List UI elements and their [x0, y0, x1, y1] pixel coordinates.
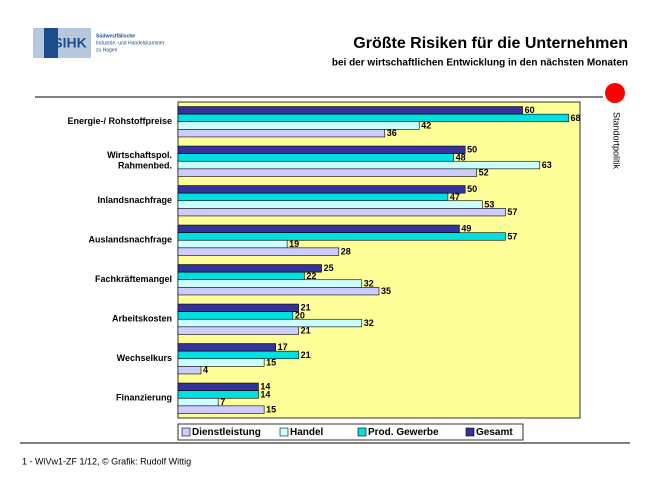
- bar: [177, 200, 483, 209]
- value-label: 25: [324, 263, 334, 273]
- chart-title: Größte Risiken für die Unternehmen: [353, 35, 628, 52]
- value-label: 21: [301, 303, 311, 313]
- value-label: 28: [341, 247, 351, 257]
- bar: [177, 168, 477, 177]
- logo-box: [33, 28, 91, 58]
- category-label: Arbeitskosten: [112, 314, 172, 324]
- legend-label: Dienstleistung: [192, 427, 261, 438]
- value-label: 32: [364, 278, 374, 288]
- value-label: 49: [461, 224, 471, 234]
- bar: [177, 192, 449, 202]
- logo-stripe: [44, 28, 58, 58]
- value-label: 57: [507, 231, 517, 241]
- logo-text: Südwestfälische: [96, 33, 135, 39]
- side-label: Standortpolitik: [612, 112, 622, 170]
- bar: [177, 145, 466, 154]
- logo-text: Industrie- und Handelskammer: [96, 40, 165, 46]
- legend-swatch: [181, 427, 191, 437]
- bar: [177, 405, 265, 414]
- category-label: Energie-/ Rohstoffpreise: [67, 116, 172, 126]
- red-dot: [605, 83, 625, 103]
- bar: [177, 326, 299, 335]
- value-label: 63: [542, 160, 552, 170]
- bar: [177, 350, 299, 360]
- legend-label: Prod. Gewerbe: [368, 427, 439, 438]
- value-label: 36: [387, 128, 397, 138]
- category-label: Auslandsnachfrage: [88, 235, 172, 245]
- bar: [177, 106, 523, 115]
- bar: [177, 318, 363, 328]
- category-label: Inlandsnachfrage: [97, 195, 172, 205]
- footer: 1 - WiVw1-ZF 1/12, © Grafik: Rudolf Witt…: [22, 456, 191, 466]
- bar: [177, 303, 299, 312]
- value-label: 15: [266, 405, 276, 415]
- bar: [177, 343, 276, 352]
- legend-box: [177, 423, 524, 441]
- value-label: 32: [364, 318, 374, 328]
- value-label: 53: [484, 199, 494, 209]
- value-label: 17: [278, 342, 288, 352]
- bar: [177, 390, 259, 399]
- legend-swatch: [357, 427, 367, 437]
- bar: [177, 264, 322, 273]
- bar: [177, 121, 420, 130]
- bar: [177, 224, 460, 233]
- bar: [177, 113, 569, 123]
- legend-label: Handel: [290, 427, 324, 438]
- value-label: 48: [456, 152, 466, 162]
- legend-swatch: [279, 427, 289, 437]
- value-label: 50: [467, 145, 477, 155]
- logo-text: zu Hagen: [96, 47, 118, 53]
- value-label: 57: [507, 207, 517, 217]
- bar: [177, 366, 202, 375]
- value-label: 14: [260, 382, 270, 392]
- value-label: 42: [421, 120, 431, 130]
- value-label: 7: [220, 397, 225, 407]
- bar: [177, 279, 363, 288]
- value-label: 60: [525, 105, 535, 115]
- category-label: Wirtschaftspol. Rahmenbed.: [107, 150, 172, 171]
- bar: [177, 287, 380, 296]
- value-label: 15: [266, 357, 276, 367]
- bar: [177, 208, 506, 217]
- bar: [177, 382, 259, 391]
- category-label: Wechselkurs: [117, 353, 172, 363]
- bar: [177, 239, 288, 249]
- category-label: Finanzierung: [116, 393, 172, 403]
- bar: [177, 232, 506, 241]
- value-label: 52: [479, 168, 489, 178]
- bar: [177, 129, 386, 138]
- value-label: 22: [306, 271, 316, 281]
- bar: [177, 247, 340, 256]
- value-label: 50: [467, 184, 477, 194]
- value-label: 19: [289, 239, 299, 249]
- value-label: 4: [203, 365, 208, 375]
- value-label: 35: [381, 286, 391, 296]
- bar: [177, 358, 265, 367]
- bar: [177, 311, 294, 320]
- logo-mark: SIHK: [53, 35, 86, 51]
- value-label: 21: [301, 326, 311, 336]
- value-label: 47: [450, 192, 460, 202]
- legend-swatch: [465, 427, 475, 437]
- bar: [177, 153, 454, 162]
- value-label: 68: [571, 113, 581, 123]
- value-label: 21: [301, 350, 311, 360]
- bar: [177, 271, 305, 281]
- bar: [177, 185, 466, 194]
- legend-label: Gesamt: [476, 427, 513, 438]
- chart-subtitle: bei der wirtschaftlichen Entwicklung in …: [332, 58, 628, 69]
- category-label: Fachkräftemangel: [95, 274, 172, 284]
- bar: [177, 397, 219, 407]
- value-label: 20: [295, 310, 305, 320]
- value-label: 14: [260, 389, 270, 399]
